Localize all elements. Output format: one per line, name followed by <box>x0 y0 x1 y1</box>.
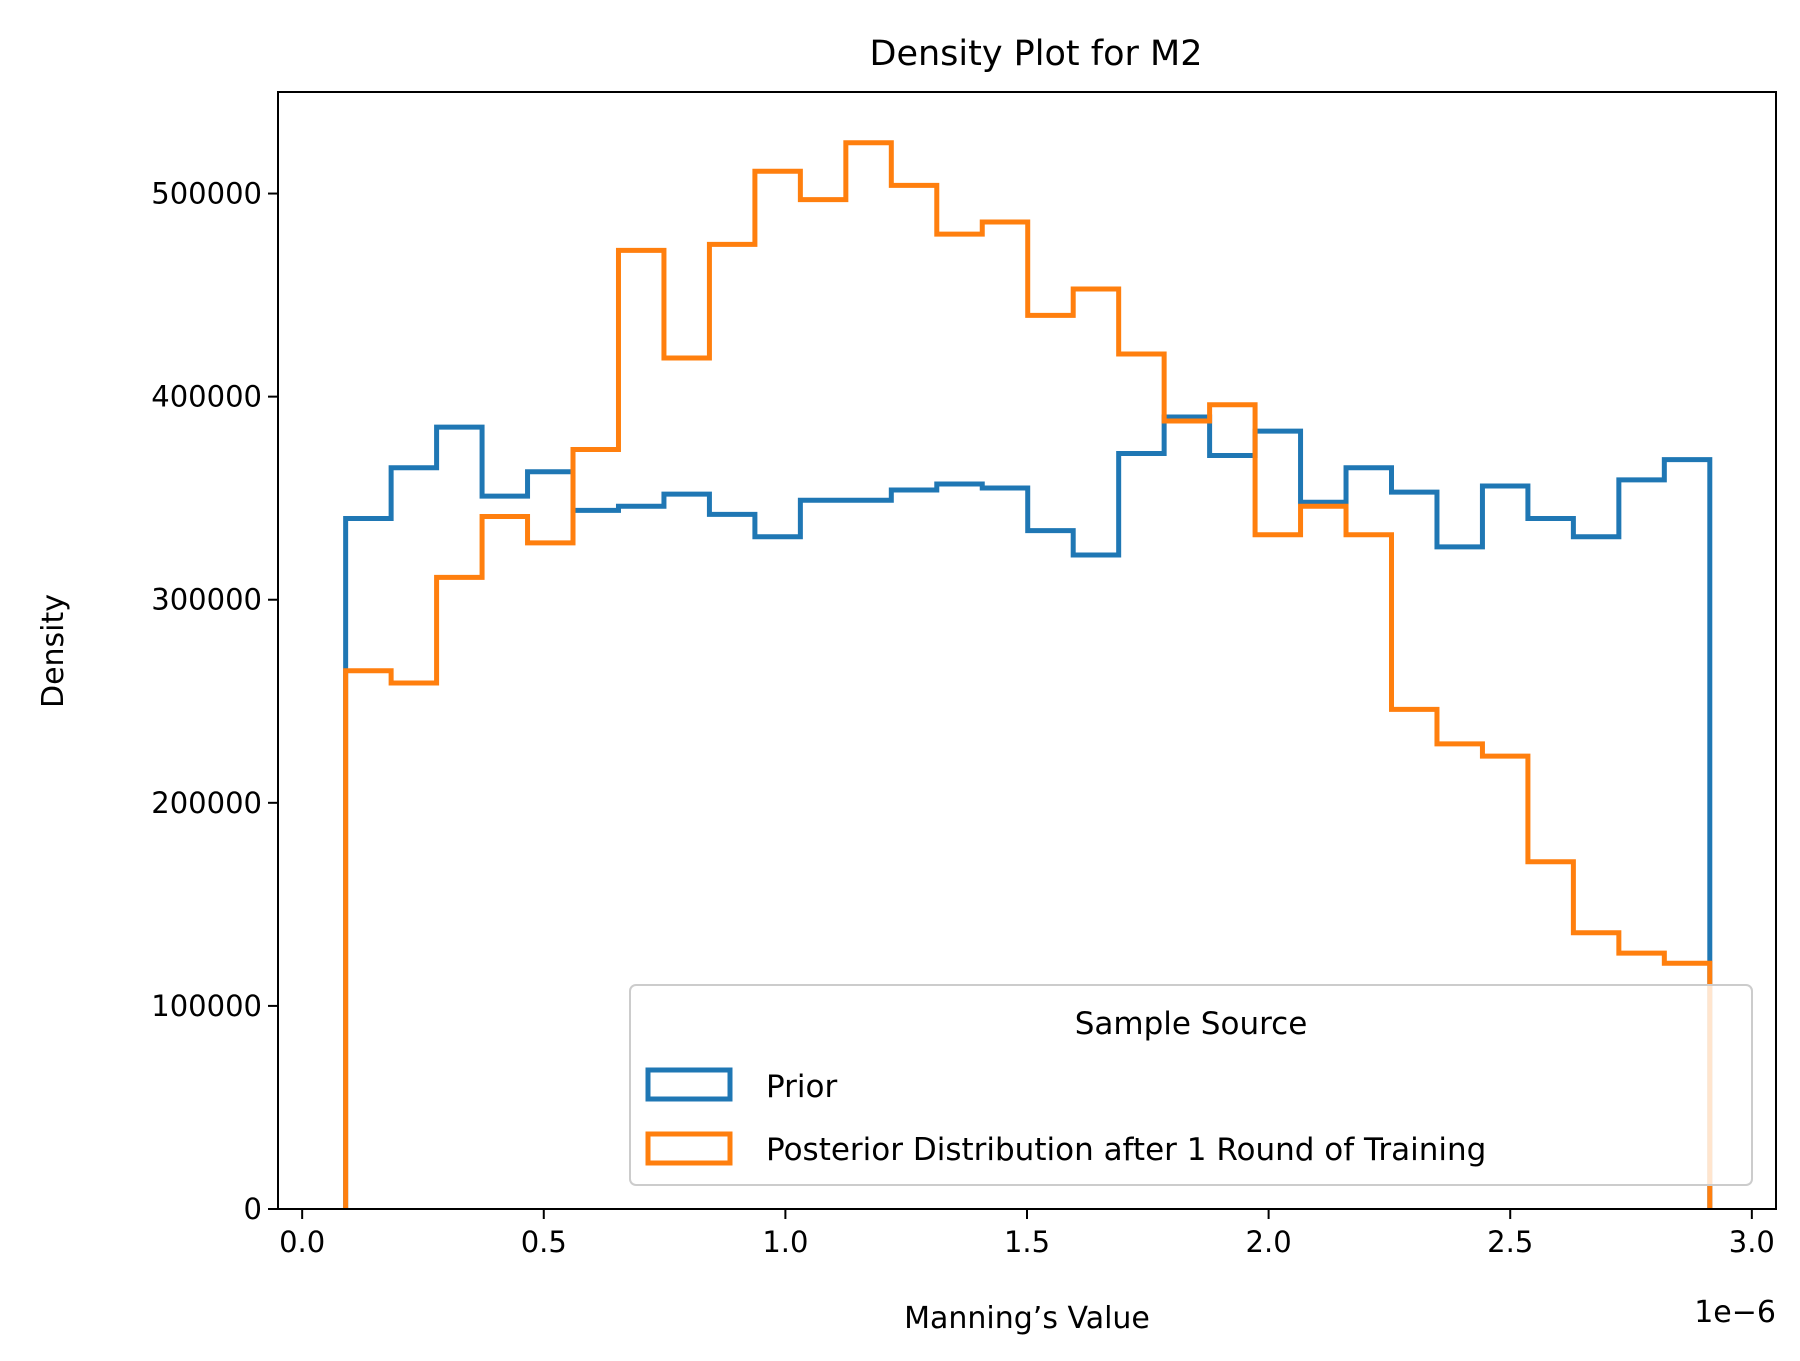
x-axis-offset-label: 1e−6 <box>1694 1295 1776 1330</box>
legend: Sample Source Prior Posterior Distributi… <box>629 984 1753 1186</box>
x-tick-label: 0.5 <box>521 1225 567 1259</box>
legend-label-prior: Prior <box>766 1069 837 1105</box>
chart-title: Density Plot for M2 <box>870 34 1203 74</box>
y-tick-label: 200000 <box>151 786 262 820</box>
x-tick-label: 1.0 <box>762 1225 808 1259</box>
legend-swatch-posterior <box>645 1131 733 1166</box>
y-tick-label: 0 <box>244 1192 262 1226</box>
legend-label-posterior: Posterior Distribution after 1 Round of … <box>766 1132 1486 1168</box>
x-tick-label: 2.5 <box>1487 1225 1533 1259</box>
y-tick-label: 300000 <box>151 583 262 617</box>
x-tick-label: 2.0 <box>1246 1225 1292 1259</box>
legend-box <box>629 984 1753 1186</box>
y-tick-label: 400000 <box>151 380 262 414</box>
x-tick-label: 3.0 <box>1729 1225 1775 1259</box>
y-axis: 0 100000 200000 300000 400000 500000 <box>151 177 278 1226</box>
legend-swatch-prior <box>645 1067 733 1102</box>
x-axis: 0.0 0.5 1.0 1.5 2.0 2.5 3.0 <box>279 1209 1775 1259</box>
y-tick-label: 100000 <box>151 989 262 1023</box>
y-axis-label: Density <box>36 594 71 708</box>
x-tick-label: 1.5 <box>1004 1225 1050 1259</box>
series-line-1 <box>343 140 1713 1209</box>
series-layer <box>343 140 1713 1209</box>
legend-title: Sample Source <box>1075 1006 1308 1042</box>
y-tick-label: 500000 <box>151 177 262 211</box>
x-axis-label: Manning’s Value <box>904 1301 1150 1336</box>
x-tick-label: 0.0 <box>279 1225 325 1259</box>
